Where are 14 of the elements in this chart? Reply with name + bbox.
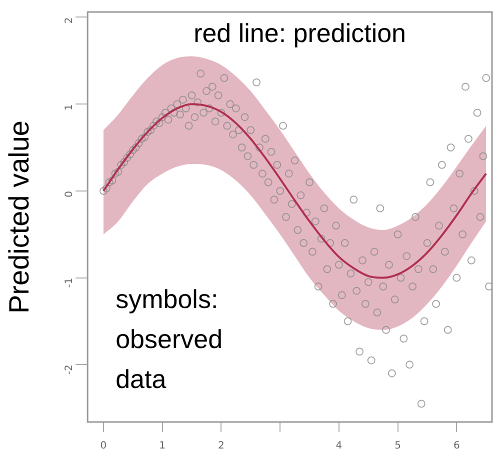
y-tick-label: -2	[64, 364, 76, 375]
y-tick-label: 0	[64, 190, 76, 198]
y-tick-label: 2	[64, 17, 76, 24]
annotation: red line: prediction	[194, 18, 406, 48]
x-tick-label: 1	[159, 440, 166, 452]
x-tick-label: 0	[100, 440, 107, 452]
annotation: symbols: observed data	[116, 284, 223, 394]
y-tick-label: 1	[64, 104, 76, 110]
x-tick-label: 4	[336, 440, 342, 452]
x-tick-label: 6	[453, 440, 460, 452]
x-tick-label: 2	[218, 440, 224, 452]
y-axis-title: Predicted value	[4, 120, 35, 314]
x-tick-label: 5	[394, 440, 402, 452]
y-tick-label: -1	[64, 278, 76, 288]
